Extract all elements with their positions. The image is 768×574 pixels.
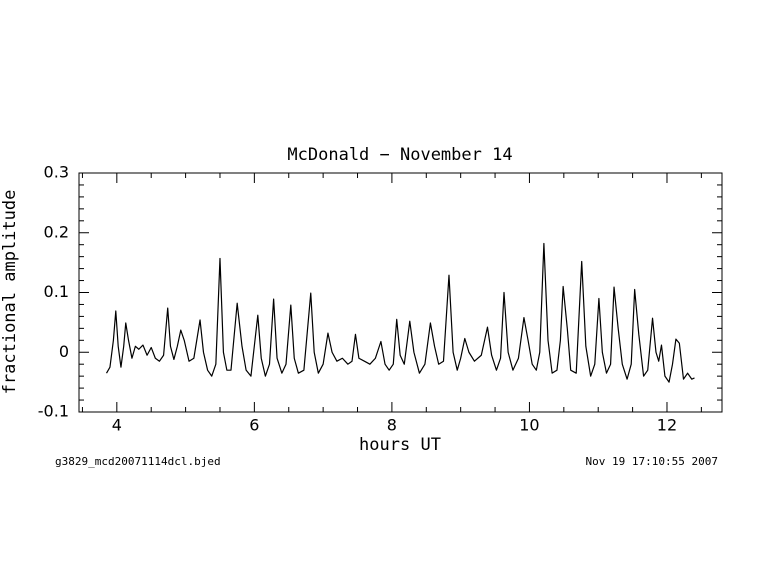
x-tick-label: 12 xyxy=(657,416,677,435)
y-tick-label: 0.3 xyxy=(44,163,69,182)
y-tick-label: -0.1 xyxy=(38,402,69,421)
y-tick-label: 0 xyxy=(59,342,69,361)
y-tick-label: 0.2 xyxy=(44,222,69,241)
x-tick-label: 10 xyxy=(519,416,539,435)
footer-right: Nov 19 17:10:55 2007 xyxy=(586,455,718,468)
x-tick-label: 6 xyxy=(249,416,259,435)
y-tick-label: 0.1 xyxy=(44,282,69,301)
x-axis-label: hours UT xyxy=(359,435,441,455)
x-tick-label: 4 xyxy=(112,416,122,435)
y-axis-label: fractional amplitude xyxy=(0,190,20,395)
x-tick-label: 8 xyxy=(387,416,397,435)
chart-title: McDonald − November 14 xyxy=(287,145,512,165)
footer-left: g3829_mcd20071114dcl.bjed xyxy=(55,455,221,468)
light-curve xyxy=(105,242,695,383)
